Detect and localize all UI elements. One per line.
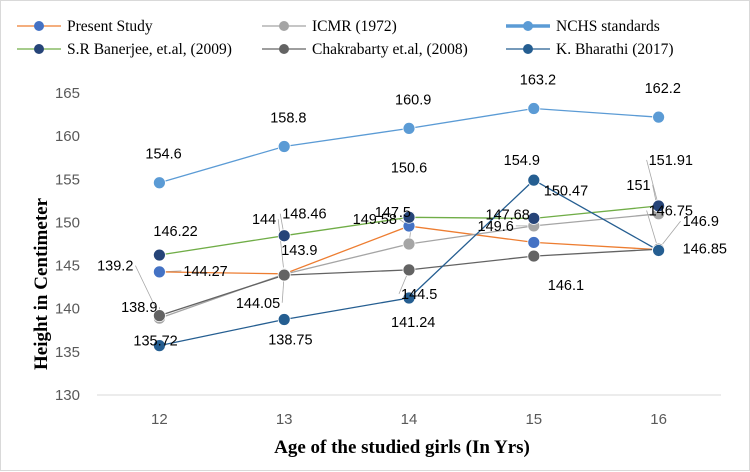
data-point xyxy=(402,291,416,305)
data-label: 146.22 xyxy=(153,224,197,240)
x-tick-label: 15 xyxy=(525,411,542,428)
data-point xyxy=(527,236,541,249)
data-label: 138.75 xyxy=(268,333,312,349)
data-label: 162.2 xyxy=(645,81,681,97)
legend-item: NCHS standards xyxy=(506,18,660,35)
legend-item: K. Bharathi (2017) xyxy=(506,41,674,58)
data-point xyxy=(527,173,541,187)
legend-item: Present Study xyxy=(17,18,153,35)
axes: 130 135 140 145 150 155 160 165 12 13 14 15 16 xyxy=(55,85,721,428)
data-point xyxy=(402,237,416,251)
legend-label: S.R Banerjee, et.al, (2009) xyxy=(67,41,232,58)
legend-swatch-marker xyxy=(279,21,289,31)
data-label: 150.6 xyxy=(391,160,427,176)
y-tick-label: 140 xyxy=(55,301,80,318)
data-point xyxy=(527,102,541,115)
legend-swatch-marker xyxy=(34,21,44,31)
x-tick-label: 13 xyxy=(276,411,293,428)
data-label: 160.9 xyxy=(395,92,431,108)
data-label: 148.46 xyxy=(282,207,326,223)
data-point xyxy=(152,309,166,323)
data-point xyxy=(152,248,166,262)
data-label: 149.6 xyxy=(478,219,514,235)
data-point xyxy=(152,176,166,190)
x-axis-title: Age of the studied girls (In Yrs) xyxy=(274,437,530,458)
data-label: 139.2 xyxy=(97,259,133,275)
data-label: 138.9 xyxy=(121,300,157,316)
legend-label: Chakrabarty et.al, (2008) xyxy=(312,41,468,58)
data-point xyxy=(277,313,291,326)
data-point xyxy=(152,265,166,279)
data-label: 146.85 xyxy=(683,242,727,258)
data-label: 144.5 xyxy=(401,287,437,303)
y-tick-label: 160 xyxy=(55,128,80,145)
data-point xyxy=(277,229,291,243)
label-leader-line xyxy=(135,265,160,316)
data-point xyxy=(277,268,291,282)
y-tick-label: 135 xyxy=(55,344,80,361)
y-tick-label: 165 xyxy=(55,85,80,102)
data-label: 144 xyxy=(252,212,276,228)
y-tick-label: 145 xyxy=(55,258,80,275)
data-point xyxy=(402,210,416,224)
data-label: 163.2 xyxy=(520,73,556,89)
data-label: 135.72 xyxy=(133,334,177,350)
legend-swatch-marker xyxy=(523,21,533,31)
data-label: 147.68 xyxy=(485,207,529,223)
legend-label: Present Study xyxy=(67,18,153,35)
y-tick-label: 155 xyxy=(55,171,80,188)
data-label: 147.5 xyxy=(375,205,411,221)
data-label: 144.27 xyxy=(183,264,227,280)
x-tick-label: 16 xyxy=(650,411,667,428)
data-point xyxy=(527,211,541,225)
data-point xyxy=(652,199,665,213)
legend: Present Study ICMR (1972) NCHS standards S.… xyxy=(17,18,674,58)
legend-label: ICMR (1972) xyxy=(312,18,397,35)
series-markers xyxy=(152,102,665,353)
legend-item: Chakrabarty et.al, (2008) xyxy=(262,41,468,58)
y-tick-label: 130 xyxy=(55,387,80,404)
y-axis-title: Height in Centimeter xyxy=(31,197,52,370)
legend-item: ICMR (1972) xyxy=(262,18,397,35)
legend-swatch-marker xyxy=(279,44,289,54)
legend-item: S.R Banerjee, et.al, (2009) xyxy=(17,41,232,58)
data-label: 154.6 xyxy=(145,147,181,163)
data-label: 144.05 xyxy=(236,296,280,312)
data-label: 149.58 xyxy=(353,212,397,228)
data-label: 146.1 xyxy=(548,278,584,294)
data-labels: 144.27 144.05 149.58 147.68 146.85 138.9 144 14… xyxy=(97,73,727,350)
legend-swatch-marker xyxy=(523,44,533,54)
x-tick-label: 12 xyxy=(151,411,168,428)
legend-swatch-marker xyxy=(34,44,44,54)
data-label: 146.75 xyxy=(649,203,693,219)
y-tick-label: 150 xyxy=(55,214,80,231)
legend-label: K. Bharathi (2017) xyxy=(556,41,674,58)
x-tick-label: 14 xyxy=(401,411,418,428)
data-label: 146.9 xyxy=(683,214,719,230)
label-leader-line xyxy=(646,159,659,207)
data-point xyxy=(527,249,541,263)
data-point xyxy=(652,110,665,124)
data-point xyxy=(277,140,291,153)
legend-label: NCHS standards xyxy=(556,18,660,35)
data-label: 141.24 xyxy=(391,315,435,331)
data-label: 150.47 xyxy=(544,183,588,199)
data-label: 154.9 xyxy=(504,153,540,169)
label-leader-line xyxy=(277,219,285,275)
data-label: 158.8 xyxy=(270,110,306,126)
data-label: 151 xyxy=(626,178,650,194)
data-point xyxy=(152,339,166,353)
data-label: 143.9 xyxy=(281,243,317,259)
data-point xyxy=(402,263,416,277)
data-point xyxy=(652,244,665,257)
data-label: 151.91 xyxy=(649,153,693,169)
data-point xyxy=(402,121,416,135)
